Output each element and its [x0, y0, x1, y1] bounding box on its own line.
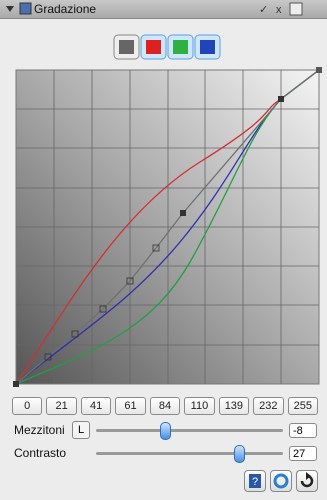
- slider-track: [96, 452, 283, 455]
- reset-button[interactable]: [296, 470, 318, 492]
- channel-buttons: [113, 34, 221, 60]
- slider-label: Mezzitoni: [14, 423, 65, 437]
- panel-title: Gradazione: [34, 2, 97, 16]
- point-value[interactable]: 61: [115, 397, 146, 415]
- panel-header: ✓ x Gradazione: [0, 0, 327, 19]
- curve-editor[interactable]: [0, 62, 327, 392]
- slider-label: Contrasto: [14, 446, 67, 460]
- svg-text:x: x: [276, 4, 282, 16]
- header-icons: ✓ x: [6, 2, 303, 16]
- point-value[interactable]: 21: [46, 397, 77, 415]
- preview-button[interactable]: [270, 470, 292, 492]
- point-value[interactable]: 232: [253, 397, 284, 415]
- point-value[interactable]: 139: [218, 397, 250, 415]
- channel-toggle[interactable]: L: [72, 421, 90, 439]
- slider-thumb[interactable]: [160, 422, 171, 440]
- help-button[interactable]: ?: [244, 470, 266, 492]
- slider-track: [96, 429, 283, 432]
- slider-value[interactable]: 27: [289, 446, 317, 461]
- slider-value[interactable]: -8: [289, 423, 317, 438]
- point-value[interactable]: 255: [287, 397, 318, 415]
- slider-thumb[interactable]: [234, 445, 245, 463]
- point-value[interactable]: 84: [149, 397, 181, 415]
- svg-text:?: ?: [252, 476, 258, 488]
- point-value[interactable]: 110: [184, 397, 215, 415]
- point-value[interactable]: 0: [12, 397, 43, 415]
- svg-text:✓: ✓: [259, 4, 268, 16]
- point-value[interactable]: 41: [80, 397, 112, 415]
